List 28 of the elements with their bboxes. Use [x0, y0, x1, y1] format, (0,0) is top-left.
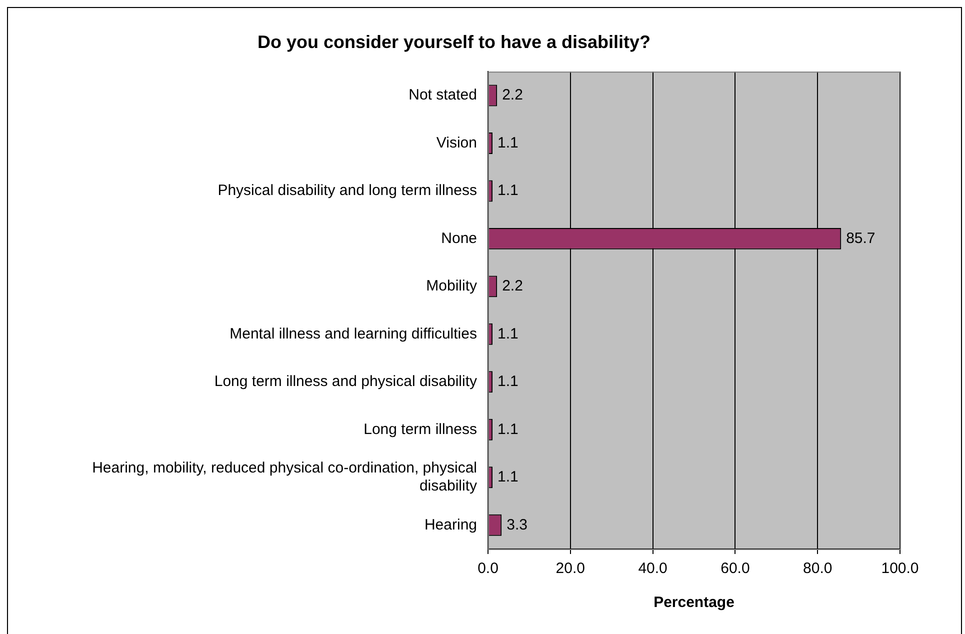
data-label: 85.7 [846, 230, 876, 247]
x-tick-label: 0.0 [478, 560, 498, 578]
x-tick-label: 80.0 [803, 560, 832, 578]
y-tick-label: Long term illness [364, 420, 477, 438]
x-tick-label: 20.0 [556, 560, 585, 578]
data-label: 2.2 [502, 86, 523, 104]
y-tick-label: Not stated [408, 86, 477, 104]
y-tick-label: Hearing, mobility, reduced physical co-ordination, physical disability [92, 460, 478, 495]
data-label: 1.1 [498, 182, 518, 200]
data-label: 1.1 [498, 373, 518, 390]
y-tick-label: Mobility [426, 278, 478, 295]
x-tick-label: 40.0 [638, 560, 668, 578]
y-tick-label: Hearing [424, 516, 477, 534]
data-label: 1.1 [498, 325, 518, 342]
y-tick-label: Physical disability and long term illness [218, 182, 477, 200]
data-label: 1.1 [498, 134, 518, 152]
chart-title: Do you consider yourself to have a disability? [257, 32, 651, 52]
data-label: 3.3 [506, 516, 528, 534]
data-label: 2.2 [502, 278, 523, 295]
data-label: 1.1 [498, 468, 518, 486]
data-label: 1.1 [498, 420, 518, 438]
y-tick-label: None [441, 230, 477, 247]
y-tick-label: Long term illness and physical disability [214, 373, 478, 390]
y-tick-label: Mental illness and learning difficulties [230, 325, 477, 342]
x-tick-label: 100.0 [881, 560, 919, 578]
x-axis-title: Percentage [654, 594, 734, 612]
x-tick-label: 60.0 [720, 560, 750, 578]
y-tick-label: Vision [436, 134, 477, 152]
